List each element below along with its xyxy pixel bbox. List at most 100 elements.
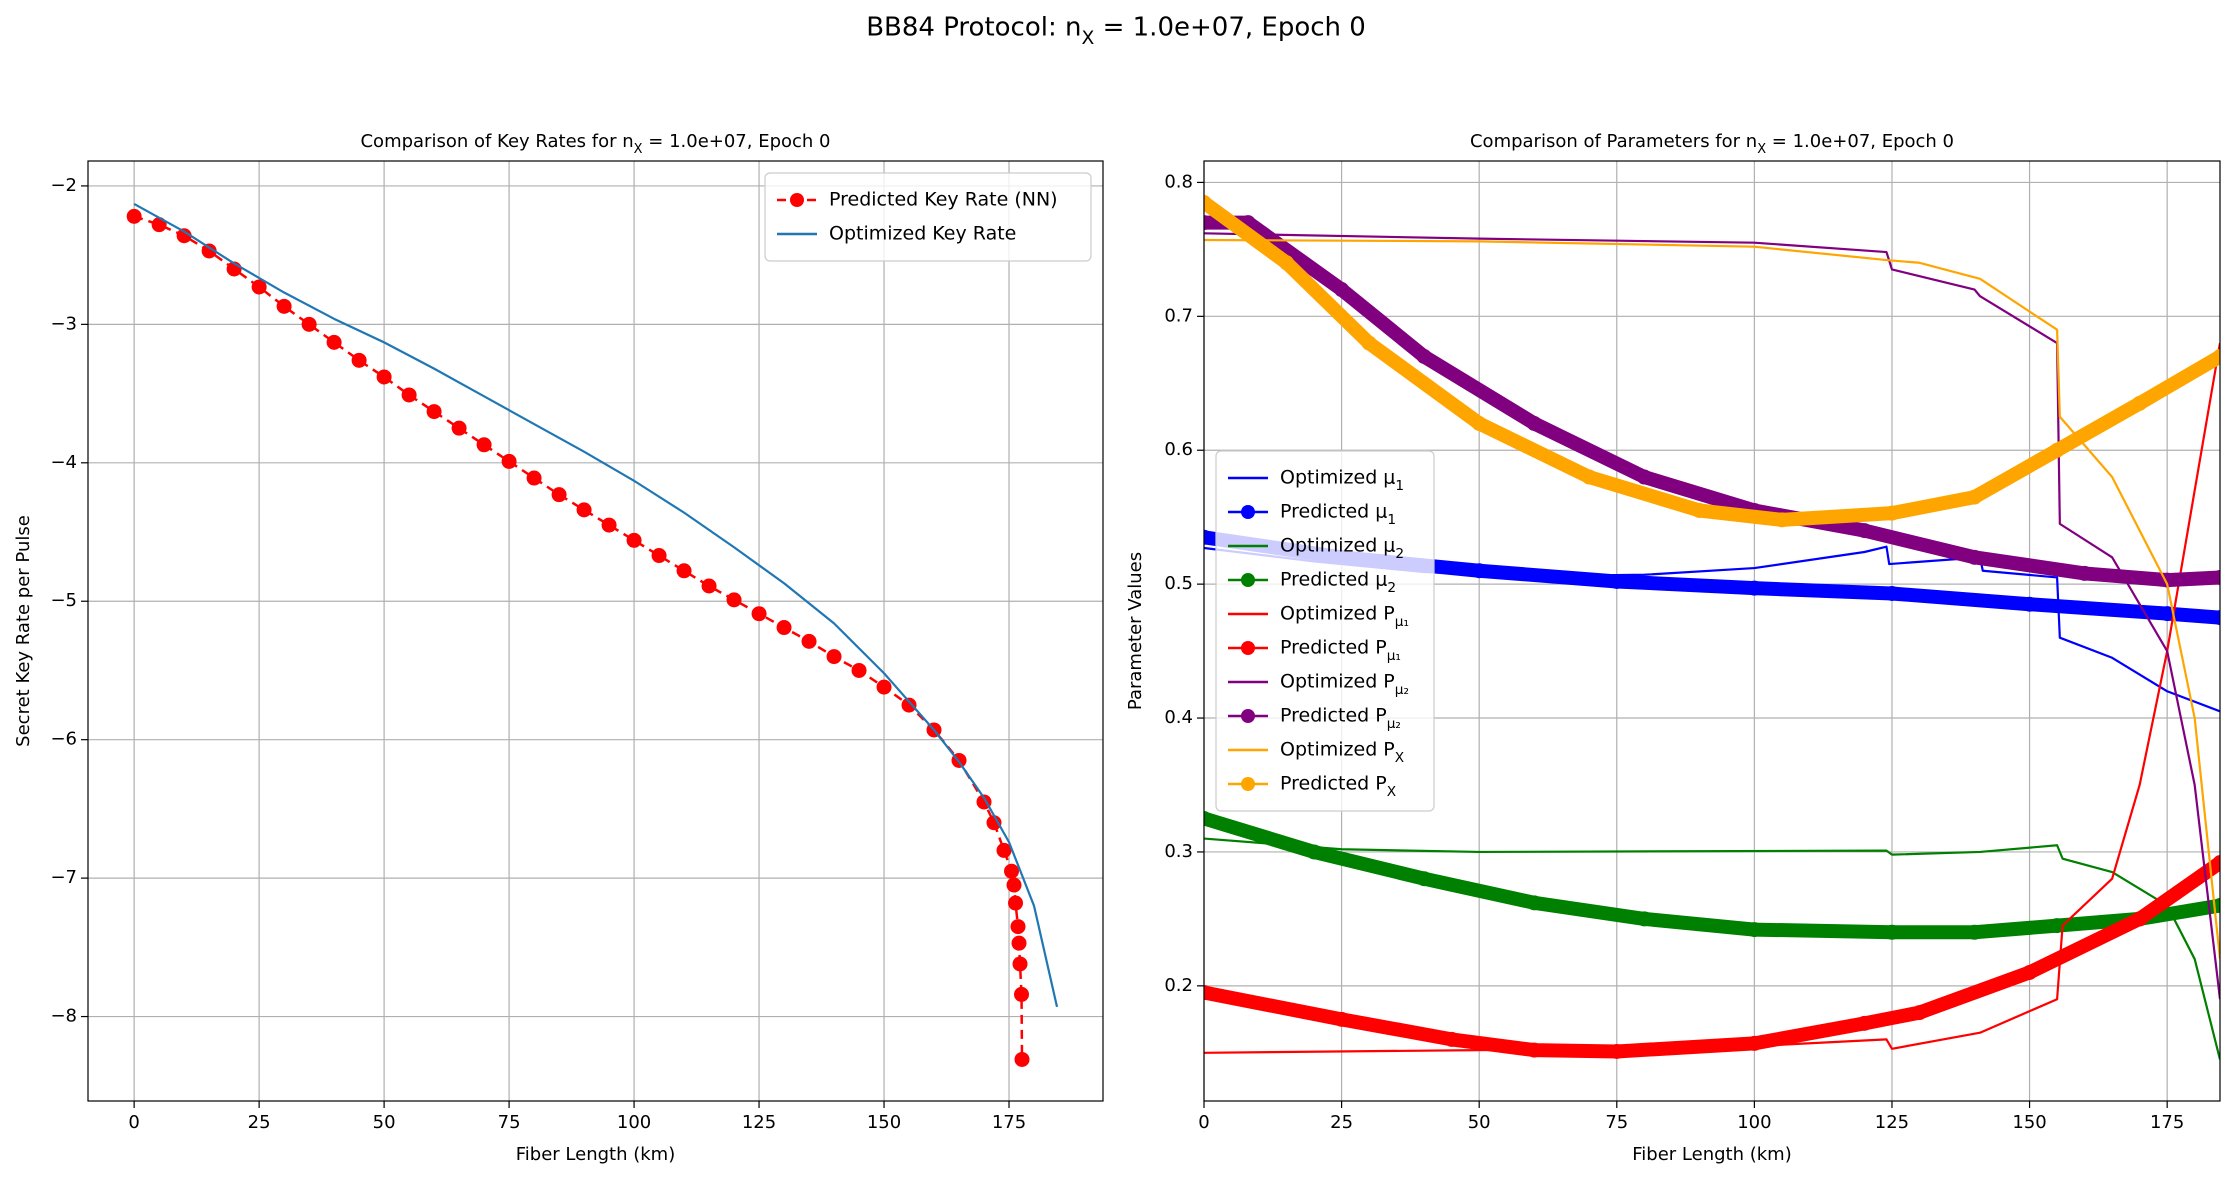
y-tick-label: 0.6: [1164, 439, 1193, 460]
point: [876, 679, 892, 695]
x-tick-label: 175: [2150, 1112, 2184, 1133]
legend-marker: [1241, 641, 1255, 655]
point: [1967, 489, 1983, 505]
point: [1012, 956, 1028, 972]
series-line: [1204, 232, 2220, 1000]
point: [1967, 924, 1983, 940]
point: [1526, 895, 1542, 911]
y-tick-label: −6: [50, 729, 77, 750]
point: [901, 697, 917, 713]
point: [2049, 918, 2065, 934]
point: [1416, 348, 1432, 364]
x-tick-label: 150: [2012, 1112, 2046, 1133]
point: [676, 563, 692, 579]
point: [476, 437, 492, 453]
point: [376, 369, 392, 385]
point: [201, 243, 217, 259]
point: [996, 842, 1012, 858]
point: [1306, 844, 1322, 860]
series-line: [133, 215, 1024, 1060]
legend-box: [764, 172, 1092, 262]
point: [1884, 924, 1900, 940]
point: [1004, 863, 1020, 879]
point: [1856, 1015, 1872, 1031]
y-tick-label: −5: [50, 590, 77, 611]
point: [401, 387, 417, 403]
point: [2022, 964, 2038, 980]
series-line: [133, 202, 1059, 1008]
y-tick-label: −3: [50, 313, 77, 334]
point: [426, 404, 442, 420]
point: [1746, 580, 1762, 596]
y-tick-label: −2: [50, 175, 77, 196]
point: [2049, 442, 2065, 458]
point: [2212, 349, 2220, 364]
y-tick-label: −4: [50, 452, 77, 473]
x-tick-label: 75: [498, 1112, 521, 1133]
point: [1279, 255, 1295, 271]
point: [276, 298, 292, 314]
subscript: 1: [1395, 478, 1404, 494]
point: [1010, 919, 1026, 935]
subscript: 1: [1387, 512, 1396, 528]
point: [1334, 1011, 1350, 1027]
point: [2132, 911, 2148, 927]
legend-label: Predicted Key Rate (NN): [829, 189, 1058, 211]
x-tick-label: 25: [248, 1112, 271, 1133]
point: [1006, 877, 1022, 893]
x-tick-label: 0: [1198, 1112, 1209, 1133]
point: [601, 517, 617, 533]
subscript: X: [634, 142, 643, 157]
subscript: 2: [1387, 580, 1396, 596]
subscript: μ₂: [1387, 716, 1401, 732]
point: [251, 279, 267, 295]
point: [351, 352, 367, 368]
point: [1471, 415, 1487, 431]
legend-marker: [1241, 777, 1255, 791]
axes-frame: [1203, 160, 2221, 1102]
point: [551, 487, 567, 503]
x-tick-label: 175: [992, 1112, 1026, 1133]
point: [651, 548, 667, 564]
y-tick-label: 0.5: [1164, 573, 1193, 594]
x-tick-label: 125: [742, 1112, 776, 1133]
point: [1636, 469, 1652, 485]
point: [2212, 610, 2220, 626]
axes-frame: [87, 160, 1104, 1102]
point: [1204, 529, 1212, 545]
series-line: [1204, 238, 2220, 960]
point: [1691, 502, 1707, 518]
point: [176, 228, 192, 244]
point: [1526, 1042, 1542, 1058]
subscript: X: [1387, 784, 1396, 800]
y-tick-label: 0.3: [1164, 841, 1193, 862]
point: [526, 470, 542, 486]
y-tick-label: 0.4: [1164, 707, 1193, 728]
x-tick-label: 75: [1605, 1112, 1628, 1133]
x-tick-label: 100: [1737, 1112, 1771, 1133]
point: [1609, 573, 1625, 589]
point: [451, 420, 467, 436]
point: [1636, 911, 1652, 927]
y-tick-label: −8: [50, 1006, 77, 1027]
point: [326, 334, 342, 350]
point: [1856, 523, 1872, 539]
x-tick-label: 50: [1468, 1112, 1491, 1133]
point: [1967, 549, 1983, 565]
point: [2212, 855, 2220, 871]
point: [576, 502, 592, 518]
point: [501, 453, 517, 469]
point: [1526, 415, 1542, 431]
point: [1204, 985, 1212, 1001]
point: [1014, 986, 1030, 1002]
subscript: X: [1082, 28, 1095, 49]
legend-marker: [790, 193, 804, 207]
point: [801, 633, 817, 649]
series-line: [1204, 215, 2220, 588]
legend-label: Optimized Key Rate: [829, 223, 1016, 245]
y-tick-label: 0.8: [1164, 171, 1193, 192]
legend-marker: [1241, 505, 1255, 519]
plot-area: [1204, 195, 2220, 1060]
